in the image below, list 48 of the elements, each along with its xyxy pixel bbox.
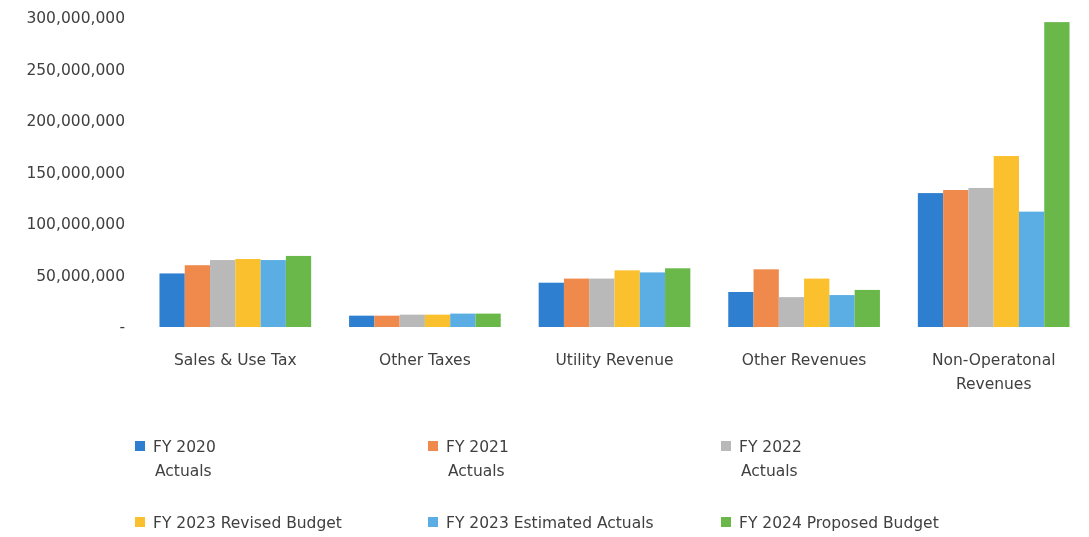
legend-label: FY 2024 Proposed Budget: [739, 514, 939, 532]
bar: [184, 265, 211, 327]
y-tick-label: 100,000,000: [26, 215, 125, 234]
bar: [829, 295, 855, 327]
legend-label: FY 2022 Actuals: [739, 438, 802, 480]
bar: [210, 260, 236, 327]
bar: [285, 255, 312, 327]
y-tick-label: 300,000,000: [26, 9, 125, 28]
bar: [424, 314, 451, 327]
x-tick-label: Utility Revenue: [555, 351, 674, 369]
y-tick-label: -: [119, 318, 125, 337]
bar: [778, 297, 805, 327]
bar: [589, 278, 615, 327]
x-tick-label: Sales & Use Tax: [173, 351, 297, 369]
bar: [538, 282, 564, 327]
bar: [614, 270, 640, 327]
bar: [1044, 22, 1070, 327]
bar: [159, 273, 185, 327]
bar: [563, 278, 590, 327]
bar: [804, 278, 830, 327]
bar: [374, 315, 400, 327]
bar: [993, 156, 1019, 327]
bar: [235, 259, 261, 327]
y-tick-label: 50,000,000: [36, 266, 125, 285]
bar: [943, 190, 969, 327]
bar: [728, 291, 754, 327]
bar: [260, 260, 286, 327]
bar: [639, 272, 666, 327]
legend-label: FY 2023 Revised Budget: [153, 514, 342, 532]
bar: [665, 268, 691, 327]
y-tick-label: 150,000,000: [26, 163, 125, 182]
legend-label: FY 2020 Actuals: [153, 438, 216, 480]
legend-label: FY 2021 Actuals: [446, 438, 509, 480]
x-tick-label: Other Revenues: [741, 351, 867, 369]
y-tick-label: 200,000,000: [26, 112, 125, 131]
bar: [968, 187, 994, 327]
bar: [1018, 211, 1045, 327]
y-tick-label: 250,000,000: [26, 60, 125, 79]
bar: [475, 313, 501, 327]
bar: [399, 314, 425, 327]
x-tick-label: Other Taxes: [379, 351, 471, 369]
x-tick-label: Non-Operatonal Revenues: [931, 351, 1056, 393]
bar: [753, 269, 779, 327]
legend-label: FY 2023 Estimated Actuals: [446, 514, 654, 532]
bar: [450, 313, 476, 327]
bar: [349, 315, 375, 327]
bar: [917, 193, 944, 327]
bar: [854, 289, 880, 327]
